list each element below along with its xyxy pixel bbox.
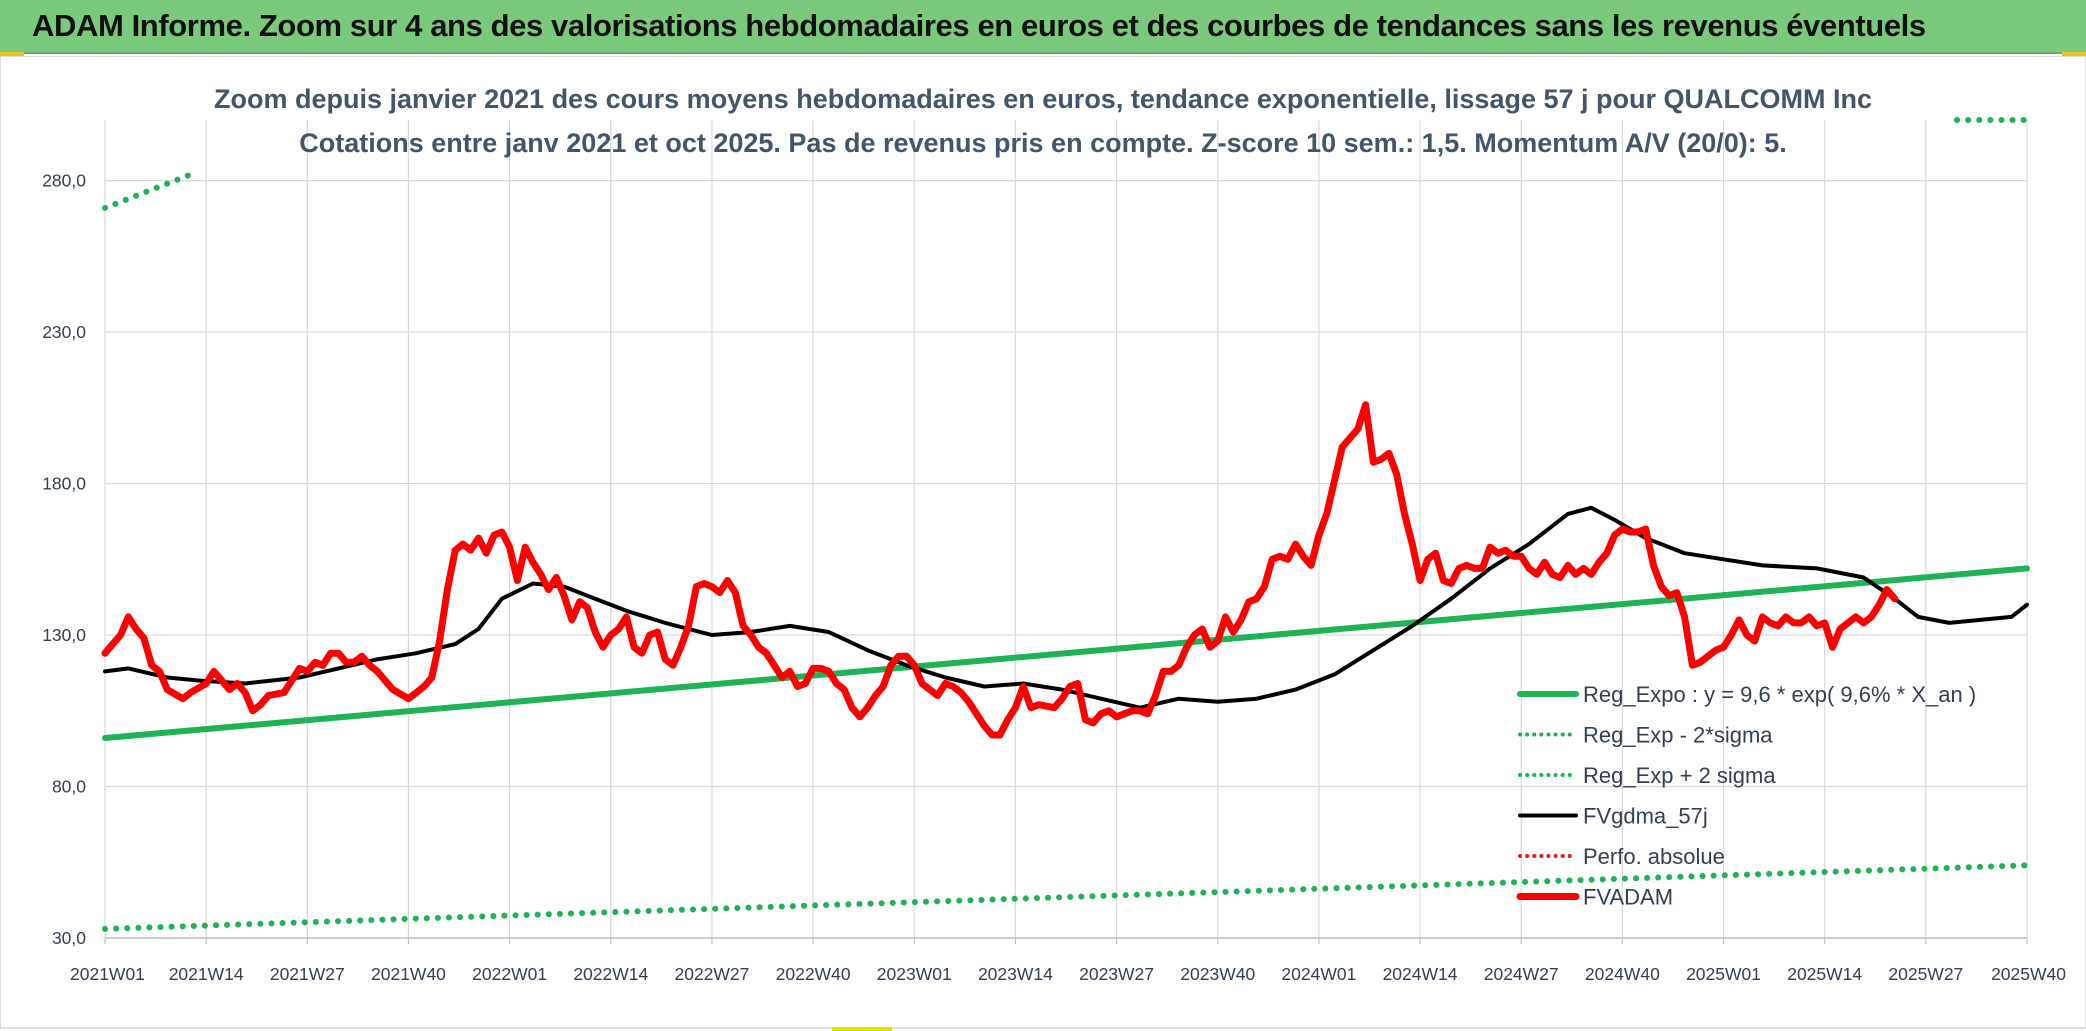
x-tick-label: 2025W40 xyxy=(1991,964,2066,984)
legend-perfo-absolue-label: Perfo. absolue xyxy=(1583,844,1725,869)
x-tick-label: 2022W27 xyxy=(674,964,749,984)
x-tick-label: 2025W14 xyxy=(1787,964,1862,984)
banner-corner-right xyxy=(2062,52,2086,56)
chart-border xyxy=(0,56,2086,1029)
gridlines xyxy=(104,120,2028,939)
x-tick-label: 2023W14 xyxy=(978,964,1053,984)
x-tick-label: 2024W40 xyxy=(1585,964,1660,984)
legend-fvgdma-57j-label: FVgdma_57j xyxy=(1583,804,1708,829)
chart-subtitle: Cotations entre janv 2021 et oct 2025. P… xyxy=(299,128,1787,158)
y-axis: 30,0 80,0 130,0 180,0 230,0 280,0 xyxy=(42,171,86,948)
x-tick-label: 2021W14 xyxy=(169,964,244,984)
x-tick-label: 2024W14 xyxy=(1383,964,1458,984)
y-tick-label: 80,0 xyxy=(52,777,86,797)
legend-reg-expo-label: Reg_Expo : y = 9,6 * exp( 9,6% * X_an ) xyxy=(1583,682,1976,707)
y-tick-label: 30,0 xyxy=(52,928,86,948)
x-tick-label: 2022W40 xyxy=(776,964,851,984)
series-layer xyxy=(101,117,2030,932)
x-tick-label: 2025W27 xyxy=(1888,964,1963,984)
legend-reg-minus-2sigma-label: Reg_Exp - 2*sigma xyxy=(1583,723,1773,748)
chart-title: Zoom depuis janvier 2021 des cours moyen… xyxy=(214,84,1872,114)
x-tick-label: 2024W01 xyxy=(1281,964,1356,984)
legend-fvadam-label: FVADAM xyxy=(1583,885,1673,910)
banner-title: ADAM Informe. Zoom sur 4 ans des valoris… xyxy=(32,8,1926,43)
reg-plus-2sigma-line xyxy=(102,171,194,211)
x-tick-label: 2021W40 xyxy=(371,964,446,984)
y-tick-label: 230,0 xyxy=(42,322,86,342)
reg-expo-line xyxy=(102,565,2030,741)
y-tick-label: 130,0 xyxy=(42,625,86,645)
reg-minus-2sigma-line xyxy=(102,862,2030,932)
x-tick-label: 2023W27 xyxy=(1079,964,1154,984)
x-tick-label: 2021W01 xyxy=(70,964,145,984)
y-tick-label: 280,0 xyxy=(42,171,86,191)
legend-reg-plus-2sigma-label: Reg_Exp + 2 sigma xyxy=(1583,763,1776,788)
chart-legend: Reg_Expo : y = 9,6 * exp( 9,6% * X_an ) R… xyxy=(1516,682,1976,910)
y-tick-label: 180,0 xyxy=(42,474,86,494)
banner-corner-left xyxy=(0,52,24,56)
x-tick-label: 2021W27 xyxy=(270,964,345,984)
x-tick-label: 2024W27 xyxy=(1484,964,1559,984)
x-tick-label: 2025W01 xyxy=(1686,964,1761,984)
x-tick-label: 2022W14 xyxy=(573,964,648,984)
x-tick-label: 2023W40 xyxy=(1180,964,1255,984)
report-banner: ADAM Informe. Zoom sur 4 ans des valoris… xyxy=(0,0,2086,54)
x-tick-label: 2023W01 xyxy=(877,964,952,984)
x-axis: 2021W01 2021W14 2021W27 2021W40 2022W01 2022W… xyxy=(70,937,2066,984)
fvadam-line xyxy=(101,401,1899,739)
x-tick-label: 2022W01 xyxy=(472,964,547,984)
chart-background xyxy=(0,56,2086,1031)
page-marker xyxy=(832,1027,892,1031)
